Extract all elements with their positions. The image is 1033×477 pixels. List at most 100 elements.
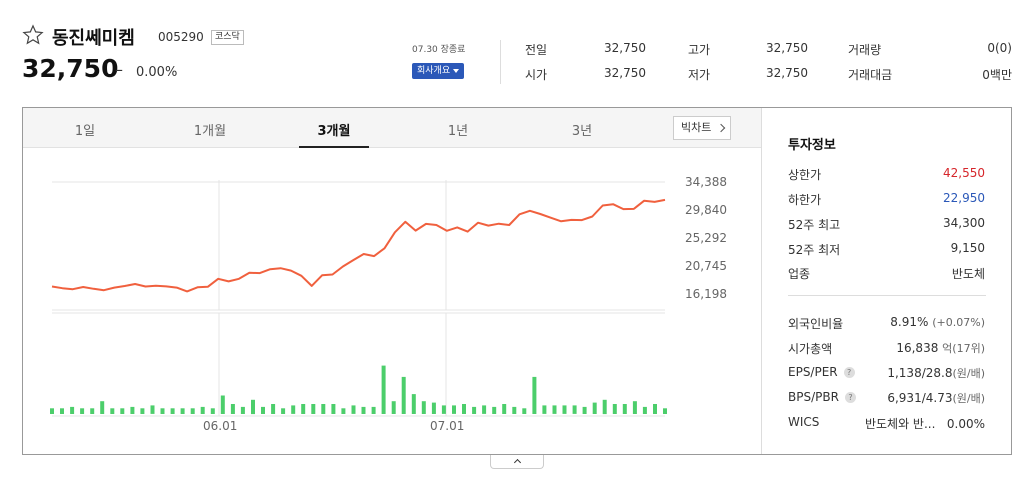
big-chart-button[interactable]: 빅차트 — [673, 116, 731, 140]
high-52w-label: 52주 최고 — [788, 218, 841, 232]
volume-bar — [602, 399, 607, 415]
wics-sector: 반도체와 반... — [864, 417, 936, 431]
volume-bar — [441, 405, 446, 414]
market-close-date: 07.30 장종료 — [412, 45, 466, 55]
volume-bar — [401, 376, 406, 414]
tab-1-month[interactable]: 1개월 — [193, 124, 227, 139]
tab-3-years[interactable]: 3년 — [571, 124, 593, 139]
volume-bar — [502, 404, 507, 414]
volume-bar — [542, 405, 547, 414]
market-badge: 코스닥 — [211, 30, 244, 45]
market-cap-value: 16,838 억(17위) — [896, 340, 985, 356]
eps-per-label: EPS/PER? — [788, 365, 855, 379]
dropdown-arrow-icon — [453, 68, 460, 73]
volume-bar — [452, 405, 456, 414]
volume-bar — [431, 402, 436, 414]
volume-bar — [653, 404, 657, 414]
quote-label-turnover: 거래대금 — [848, 68, 893, 82]
y-tick-label: 29,840 — [685, 203, 727, 217]
chevron-right-icon — [716, 123, 726, 133]
volume-bar — [200, 406, 205, 414]
favorite-star-icon[interactable] — [22, 24, 44, 46]
volume-bar — [220, 395, 225, 414]
volume-bar — [140, 408, 145, 414]
volume-bar — [371, 406, 376, 414]
eps-per-value: 1,138/28.8(원/배) — [887, 365, 985, 381]
volume-bar — [642, 406, 647, 414]
market-cap-unit: 억 — [942, 342, 953, 355]
y-tick-label: 16,198 — [685, 287, 727, 301]
tab-1-year[interactable]: 1년 — [447, 124, 469, 139]
sector-value: 반도체 — [951, 267, 985, 281]
help-icon[interactable]: ? — [843, 367, 855, 378]
company-overview-label: 회사개요 — [417, 66, 451, 76]
upper-limit-label: 상한가 — [788, 168, 822, 182]
volume-bar — [331, 404, 336, 414]
foreign-ratio-change: (+0.07%) — [932, 316, 985, 329]
stock-header: 동진쎄미켐 005290 코스닥 32,750 – 0.00% 07.30 장종… — [0, 0, 1033, 100]
quote-label-open: 시가 — [525, 68, 548, 82]
quote-value-volume: 0(0) — [987, 41, 1012, 55]
volume-bar — [552, 405, 557, 414]
volume-bar — [210, 408, 215, 414]
volume-bar — [230, 404, 235, 414]
quote-value-prev-close: 32,750 — [604, 41, 646, 55]
volume-bar — [622, 404, 627, 414]
volume-bar — [180, 408, 185, 414]
volume-bar — [120, 408, 125, 414]
eps-per-unit: (원/배) — [952, 367, 985, 380]
volume-bar — [492, 406, 497, 414]
volume-bar — [472, 406, 477, 414]
quote-value-high: 32,750 — [766, 41, 808, 55]
volume-bar — [160, 408, 165, 414]
tab-1-day[interactable]: 1일 — [74, 124, 96, 139]
current-price: 32,750 — [22, 54, 119, 83]
eps-per-number: 1,138/28.8 — [887, 366, 953, 380]
volume-bar — [482, 405, 487, 414]
volume-bar — [70, 406, 75, 414]
foreign-ratio-number: 8.91% — [890, 315, 929, 329]
volume-bar — [592, 402, 597, 414]
volume-bar — [60, 408, 64, 414]
company-overview-button[interactable]: 회사개요 — [412, 63, 465, 79]
price-series-line — [51, 198, 666, 293]
quote-value-open: 32,750 — [604, 66, 646, 80]
volume-bar — [391, 401, 396, 414]
change-percent: 0.00% — [136, 65, 178, 80]
wics-change: 0.00% — [946, 417, 985, 431]
low-52w-value: 9,150 — [950, 241, 985, 255]
invest-info-title: 투자정보 — [788, 138, 836, 153]
side-divider — [761, 108, 762, 454]
help-icon[interactable]: ? — [844, 392, 856, 403]
bps-pbr-number: 6,931/4.73 — [887, 391, 953, 405]
market-cap-rank: (17위) — [952, 342, 985, 355]
tab-3-months[interactable]: 3개월 — [317, 124, 351, 139]
volume-bar — [341, 408, 346, 414]
chart-panel: 1일 1개월 3개월 1년 3년 빅차트 34,388 29,840 25,292 2… — [22, 107, 1012, 455]
quote-value-turnover: 0백만 — [982, 68, 1012, 82]
volume-bar — [50, 408, 54, 414]
bps-pbr-text: BPS/PBR — [788, 390, 839, 404]
collapse-button[interactable] — [490, 455, 544, 469]
bps-pbr-unit: (원/배) — [952, 392, 985, 405]
low-52w-label: 52주 최저 — [788, 243, 841, 257]
invest-divider — [788, 295, 986, 296]
volume-bar — [351, 405, 356, 414]
high-52w-value: 34,300 — [943, 216, 985, 230]
volume-bar — [632, 401, 637, 414]
volume-bar — [361, 406, 366, 414]
stock-code: 005290 — [158, 30, 204, 44]
volume-bar — [261, 406, 265, 414]
volume-bar — [281, 408, 286, 414]
volume-bar — [301, 404, 306, 414]
volume-bar — [321, 404, 326, 414]
bps-pbr-label: BPS/PBR? — [788, 390, 856, 404]
volume-bar — [291, 405, 296, 414]
price-chart[interactable]: 34,388 29,840 25,292 20,745 16,198 06.01 07.01 — [23, 148, 761, 454]
volume-bar — [271, 404, 276, 414]
wics-value: 반도체와 반... 0.00% — [865, 415, 985, 432]
eps-per-text: EPS/PER — [788, 365, 838, 379]
volume-bar — [110, 408, 115, 414]
y-tick-label: 20,745 — [685, 259, 727, 273]
volume-bar — [421, 401, 426, 414]
